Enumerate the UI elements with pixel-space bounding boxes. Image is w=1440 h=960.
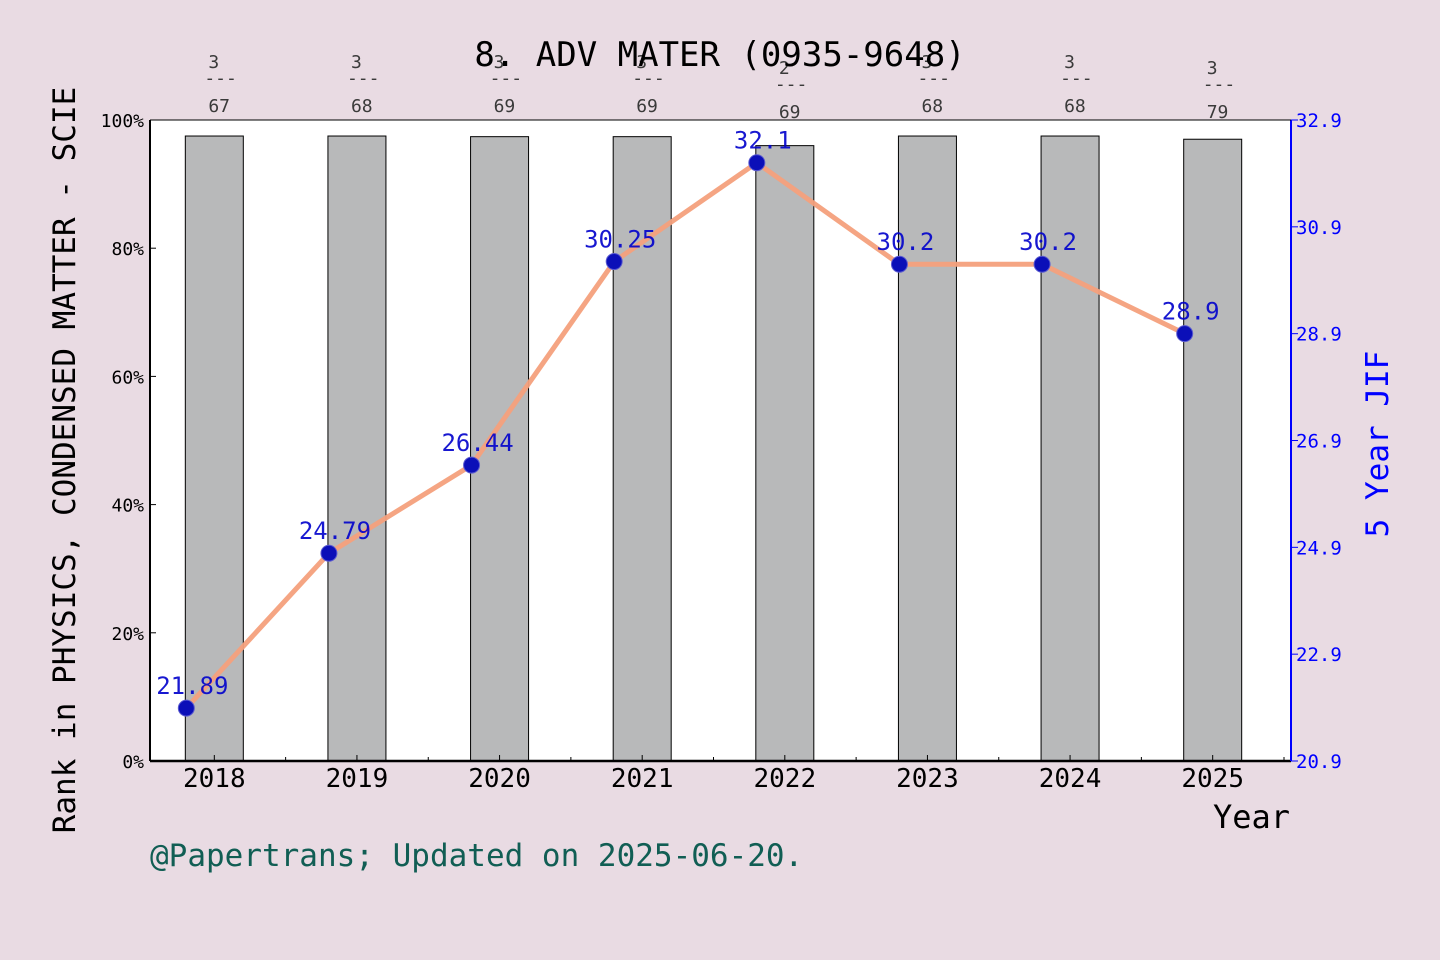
jif-point-2024	[1033, 255, 1051, 273]
x-tick-label: 2018	[183, 764, 246, 794]
y-tick-label: 0%	[122, 752, 144, 773]
jif-value-label-2018: 21.89	[156, 672, 228, 700]
y-tick-label: 40%	[111, 496, 144, 517]
jif-point-2019	[320, 544, 338, 562]
rank-total-2019: 68	[351, 96, 373, 117]
jif-value-label-2023: 30.2	[877, 228, 935, 256]
y-axis-label: Rank in PHYSICS, CONDENSED MATTER - SCIE	[47, 87, 83, 834]
jif-point-2025	[1176, 325, 1194, 343]
chart-title: 8. ADV MATER (0935-9648)	[474, 35, 965, 75]
x-tick-label: 2025	[1181, 764, 1244, 794]
y2-tick-label: 32.9	[1296, 110, 1342, 132]
rank-label-2022: 2	[779, 58, 790, 79]
y2-tick-label: 28.9	[1296, 324, 1342, 346]
x-tick-label: 2019	[326, 764, 389, 794]
bars	[184, 135, 1243, 762]
jif-point-2020	[463, 456, 481, 474]
rank-fraction-labels: 3---673---683---693---692---693---683---…	[204, 52, 1235, 123]
y-tick-label: 60%	[111, 367, 144, 388]
rank-total-2018: 67	[208, 96, 230, 117]
rank-sep-2024: ---	[1060, 68, 1093, 89]
rank-label-2020: 3	[494, 52, 505, 73]
jif-value-label-2024: 30.2	[1019, 228, 1077, 256]
x-tick-label: 2020	[468, 764, 531, 794]
bar-2018	[184, 135, 244, 762]
y2-axis-label: 5 Year JIF	[1360, 351, 1396, 538]
y2-tick-label: 20.9	[1296, 751, 1342, 773]
bar-2023	[897, 135, 957, 762]
rank-sep-2023: ---	[917, 68, 950, 89]
rank-label-2018: 3	[208, 52, 219, 73]
jif-line-series: 21.89 24.79 26.44 30.25 32.1 30.2 30.2 28.9	[156, 127, 1220, 717]
y-tick-label: 20%	[111, 624, 144, 645]
y-tick-label: 80%	[111, 239, 144, 260]
bar-2022	[755, 145, 815, 762]
rank-label-2019: 3	[351, 52, 362, 73]
x-tick-label: 2021	[611, 764, 674, 794]
rank-sep-2025: ---	[1203, 74, 1236, 95]
rank-sep-2021: ---	[632, 68, 665, 89]
rank-total-2025: 79	[1207, 102, 1229, 123]
bar-2025	[1183, 138, 1243, 762]
footer-note: @Papertrans; Updated on 2025-06-20.	[150, 838, 803, 874]
jif-point-2021	[605, 253, 623, 271]
jif-value-label-2019: 24.79	[299, 517, 371, 545]
jif-value-label-2020: 26.44	[441, 429, 513, 457]
rank-label-2021: 3	[636, 52, 647, 73]
x-tick-label: 2024	[1039, 764, 1102, 794]
y2-tick-label: 24.9	[1296, 537, 1342, 559]
y2-tick-label: 26.9	[1296, 431, 1342, 453]
y2-tick-label: 30.9	[1296, 217, 1342, 239]
rank-sep-2022: ---	[775, 74, 808, 95]
rank-sep-2018: ---	[204, 68, 237, 89]
x-tick-label: 2022	[754, 764, 817, 794]
rank-total-2022: 69	[779, 102, 801, 123]
rank-total-2021: 69	[636, 96, 658, 117]
axes: 0% 20% 40% 60% 80% 100% 20.9 22.9 24.9 26.9 28.9 30…	[101, 110, 1342, 794]
rank-sep-2020: ---	[490, 68, 523, 89]
bar-2019	[327, 135, 387, 762]
y-tick-label: 100%	[101, 111, 145, 132]
y2-tick-label: 22.9	[1296, 644, 1342, 666]
plot-area	[150, 120, 1291, 761]
jif-point-2018	[177, 699, 195, 717]
jif-value-label-2025: 28.9	[1162, 298, 1220, 326]
rank-label-2025: 3	[1207, 58, 1218, 79]
rank-label-2024: 3	[1064, 52, 1075, 73]
rank-total-2024: 68	[1064, 96, 1086, 117]
rank-total-2023: 68	[921, 96, 943, 117]
x-axis-label: Year	[1213, 798, 1290, 836]
rank-sep-2019: ---	[347, 68, 380, 89]
jif-point-2023	[890, 255, 908, 273]
jif-line	[184, 160, 1186, 710]
jif-value-label-2021: 30.25	[584, 226, 656, 254]
jif-value-label-2022: 32.1	[734, 127, 792, 155]
x-tick-label: 2023	[896, 764, 959, 794]
rank-total-2020: 69	[494, 96, 516, 117]
jif-point-2022	[748, 154, 766, 172]
rank-label-2023: 3	[921, 52, 932, 73]
